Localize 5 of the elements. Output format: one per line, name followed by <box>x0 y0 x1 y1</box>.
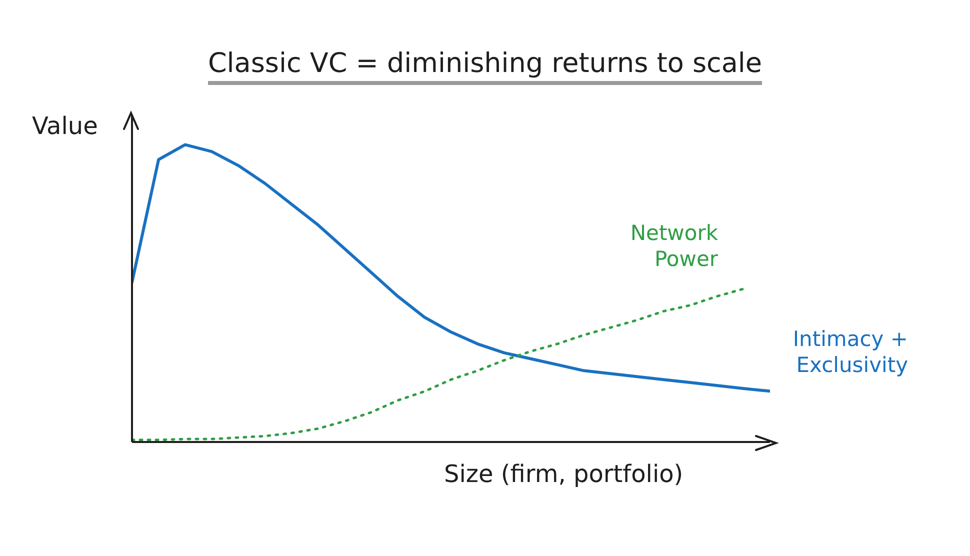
chart-title: Classic VC = diminishing returns to scale <box>208 48 762 85</box>
series-label: Network Power <box>629 220 718 272</box>
y-axis-title: Value <box>32 112 98 140</box>
x-axis-title: Size (firm, portfolio) <box>444 460 684 488</box>
series-label: Intimacy + Exclusivity <box>792 326 908 378</box>
